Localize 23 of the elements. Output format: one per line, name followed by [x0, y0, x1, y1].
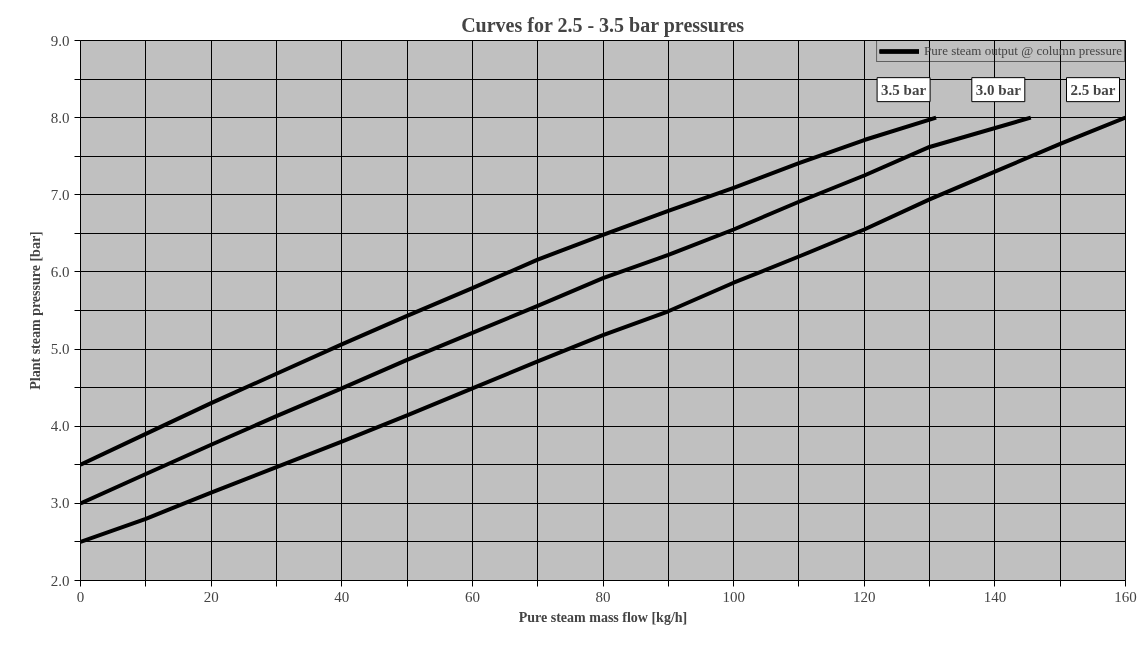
- y-tick-label: 4.0: [50, 418, 70, 435]
- y-axis-title: Plant steam pressure [bar]: [27, 231, 43, 390]
- x-tick-label: 80: [595, 588, 611, 605]
- chart-title: Curves for 2.5 - 3.5 bar pressures: [461, 13, 745, 37]
- y-tick-label: 2.0: [50, 572, 70, 589]
- y-tick-label: 7.0: [50, 186, 70, 203]
- x-tick-label: 0: [76, 588, 85, 605]
- x-tick-label: 140: [983, 588, 1007, 605]
- y-tick-label: 3.0: [50, 495, 70, 512]
- x-axis-title: Pure steam mass flow [kg/h]: [518, 609, 688, 625]
- x-tick-label: 120: [853, 588, 876, 605]
- series-label: 2.5 bar: [1070, 81, 1116, 98]
- y-tick-label: 6.0: [50, 263, 70, 280]
- series-label: 3.5 bar: [881, 81, 927, 98]
- y-tick-label: 5.0: [50, 341, 70, 358]
- y-tick-label: 9.0: [50, 32, 70, 49]
- y-tick-label: 8.0: [50, 109, 70, 126]
- x-tick-label: 100: [722, 588, 745, 605]
- x-tick-label: 40: [334, 588, 350, 605]
- x-tick-label: 60: [464, 588, 480, 605]
- x-tick-label: 160: [1114, 588, 1137, 605]
- series-label: 3.0 bar: [975, 81, 1022, 98]
- x-tick-label: 20: [203, 588, 219, 605]
